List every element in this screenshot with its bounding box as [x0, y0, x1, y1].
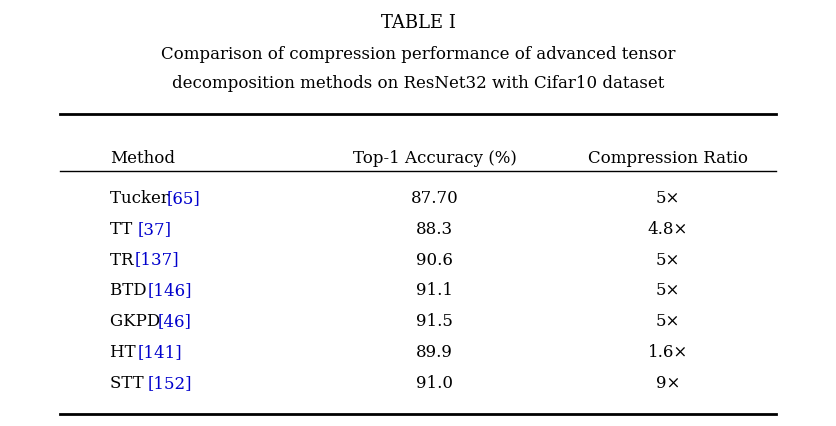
Text: [152]: [152]: [148, 375, 192, 392]
Text: STT: STT: [110, 375, 149, 392]
Text: 91.5: 91.5: [416, 313, 453, 330]
Text: [37]: [37]: [138, 221, 172, 238]
Text: 91.0: 91.0: [416, 375, 453, 392]
Text: GKPD: GKPD: [110, 313, 166, 330]
Text: [46]: [46]: [158, 313, 192, 330]
Text: 5×: 5×: [655, 313, 681, 330]
Text: 90.6: 90.6: [416, 251, 453, 268]
Text: 5×: 5×: [655, 190, 681, 207]
Text: [146]: [146]: [148, 282, 192, 299]
Text: [137]: [137]: [135, 251, 180, 268]
Text: BTD: BTD: [110, 282, 151, 299]
Text: TR: TR: [110, 251, 139, 268]
Text: [141]: [141]: [138, 344, 182, 361]
Text: 5×: 5×: [655, 251, 681, 268]
Text: TABLE I: TABLE I: [380, 14, 456, 32]
Text: 87.70: 87.70: [410, 190, 458, 207]
Text: TT: TT: [110, 221, 137, 238]
Text: [65]: [65]: [166, 190, 200, 207]
Text: Top-1 Accuracy (%): Top-1 Accuracy (%): [353, 150, 517, 167]
Text: Method: Method: [110, 150, 175, 167]
Text: Tucker: Tucker: [110, 190, 174, 207]
Text: Comparison of compression performance of advanced tensor: Comparison of compression performance of…: [161, 46, 675, 63]
Text: Compression Ratio: Compression Ratio: [588, 150, 748, 167]
Text: 5×: 5×: [655, 282, 681, 299]
Text: 91.1: 91.1: [416, 282, 453, 299]
Text: 89.9: 89.9: [416, 344, 453, 361]
Text: 4.8×: 4.8×: [648, 221, 688, 238]
Text: 9×: 9×: [655, 375, 681, 392]
Text: 1.6×: 1.6×: [648, 344, 688, 361]
Text: 88.3: 88.3: [416, 221, 453, 238]
Text: HT: HT: [110, 344, 140, 361]
Text: decomposition methods on ResNet32 with Cifar10 dataset: decomposition methods on ResNet32 with C…: [172, 75, 664, 92]
